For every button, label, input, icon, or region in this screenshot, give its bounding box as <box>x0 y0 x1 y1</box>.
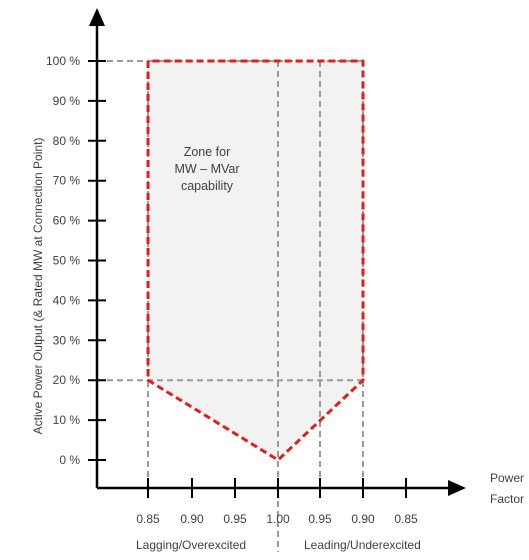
zone-annotation-line2: MW – MVar <box>174 162 239 176</box>
y-tick-label: 0 % <box>59 453 80 467</box>
x-tick-label: 0.95 <box>223 512 247 526</box>
region-label-leading: Leading/Underexcited <box>304 538 421 552</box>
x-tick-label: 0.95 <box>308 512 332 526</box>
zone-annotation-line3: capability <box>181 179 234 193</box>
y-axis-arrow <box>89 8 105 26</box>
y-tick-label: 30 % <box>53 333 81 347</box>
ticks-layer: 0 % 10 % 20 % 30 % 40 % 50 % 60 % 70 % 80 % 90 % 1… <box>46 54 418 526</box>
labels-layer: Power Factor Active Power Output (& Rate… <box>31 138 524 552</box>
x-axis-title-line1: Power <box>490 471 524 485</box>
x-tick-label: 0.90 <box>351 512 375 526</box>
y-tick-label: 70 % <box>53 174 81 188</box>
x-tick-label: 0.90 <box>180 512 204 526</box>
y-tick-label: 10 % <box>53 413 81 427</box>
y-axis-title: Active Power Output (& Rated MW at Conne… <box>31 138 45 435</box>
capability-zone-fill <box>148 61 363 460</box>
boundary-layer <box>146 59 365 462</box>
y-tick-label: 40 % <box>53 293 81 307</box>
zone-annotation-line1: Zone for <box>184 145 231 159</box>
capability-zone-layer <box>148 61 363 460</box>
x-tick-label: 0.85 <box>136 512 160 526</box>
y-tick-label: 90 % <box>53 94 81 108</box>
x-tick-label: 0.85 <box>394 512 418 526</box>
y-tick-label: 50 % <box>53 254 81 268</box>
axes-layer <box>89 8 466 496</box>
x-tick-label: 1.00 <box>266 512 290 526</box>
y-tick-label: 100 % <box>46 54 80 68</box>
x-axis-arrow <box>448 480 466 496</box>
capability-boundary-line <box>146 59 365 462</box>
y-tick-label: 20 % <box>53 373 81 387</box>
y-tick-label: 60 % <box>53 214 81 228</box>
x-axis-title-line2: Factor <box>490 492 524 506</box>
region-label-lagging: Lagging/Overexcited <box>136 538 246 552</box>
y-tick-label: 80 % <box>53 134 81 148</box>
